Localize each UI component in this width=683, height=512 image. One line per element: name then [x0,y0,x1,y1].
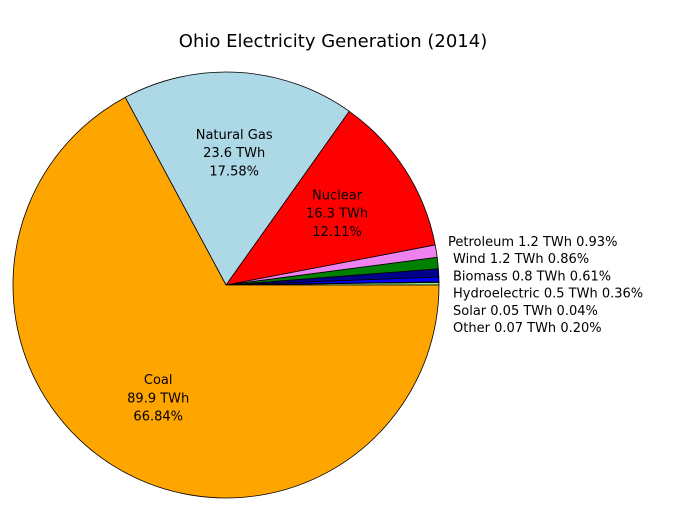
slice-energy: 1.2 TWh [518,235,572,250]
pie-slice [225,110,436,286]
slice-name: Nuclear [312,188,363,203]
slice-label: Biomass 0.8 TWh 0.61% [453,269,611,284]
slice-percent: 17.58% [209,164,259,179]
slice-percent: 0.61% [570,269,611,284]
slice-percent: 0.20% [560,321,601,336]
slice-label: Nuclear 16.3 TWh 12.11% [306,188,368,239]
slice-name: Natural Gas [196,127,273,142]
slice-energy: 16.3 TWh [306,206,368,221]
slice-percent: 0.36% [602,286,643,301]
slice-label: Natural Gas 23.6 TWh 17.58% [196,127,273,178]
slice-percent: 0.04% [557,303,598,318]
pie-slice [12,96,440,499]
slice-name: Hydroelectric [453,286,540,301]
slice-energy: 0.05 TWh [490,303,552,318]
slice-percent: 66.84% [133,409,183,424]
slice-name: Wind [453,252,486,267]
slice-name: Petroleum [448,235,514,250]
slice-name: Solar [453,303,487,318]
pie-slice [124,71,350,286]
slice-name: Biomass [453,269,508,284]
slice-label: Solar 0.05 TWh 0.04% [453,303,598,318]
slice-label: Other 0.07 TWh 0.20% [453,321,602,336]
slice-energy: 0.5 TWh [544,286,598,301]
slice-label: Wind 1.2 TWh 0.86% [453,252,589,267]
slice-name: Coal [144,373,173,388]
slice-energy: 23.6 TWh [203,146,265,161]
slice-energy: 0.07 TWh [494,321,556,336]
slice-label: Petroleum 1.2 TWh 0.93% [448,235,617,250]
chart-title: Ohio Electricity Generation (2014) [179,31,487,52]
slice-label: Hydroelectric 0.5 TWh 0.36% [453,286,643,301]
slice-percent: 0.93% [576,235,617,250]
slice-energy: 89.9 TWh [127,391,189,406]
slice-energy: 0.8 TWh [512,269,566,284]
slice-percent: 0.86% [548,252,589,267]
slice-label: Coal 89.9 TWh 66.84% [127,373,189,424]
slice-name: Other [453,321,491,336]
slice-percent: 12.11% [312,224,362,239]
slice-energy: 1.2 TWh [490,252,544,267]
